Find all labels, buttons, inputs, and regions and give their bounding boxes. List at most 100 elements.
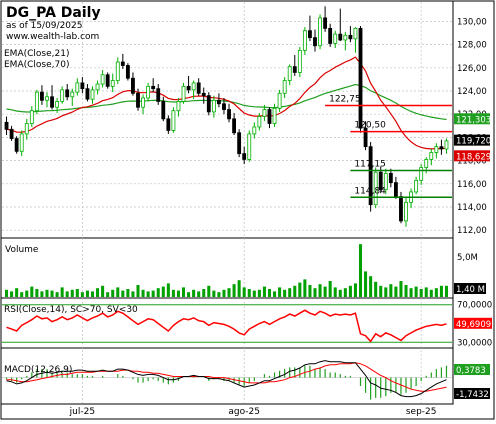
candle-body <box>9 128 14 139</box>
candle-body <box>45 96 49 101</box>
candle-body <box>90 89 95 100</box>
volume-bar <box>267 289 271 297</box>
volume-bar <box>333 287 337 297</box>
volume-bar <box>101 285 105 297</box>
level-label: 117,15 <box>354 159 386 169</box>
candle-body <box>308 30 312 39</box>
macd-series <box>2 360 452 400</box>
grid-lines <box>2 2 452 403</box>
volume-bar <box>161 286 165 297</box>
volume-bar <box>90 291 95 297</box>
volume-bar <box>80 292 84 297</box>
candle-body <box>383 172 388 191</box>
price-tick-label: 128,00 <box>457 41 487 51</box>
axis-labels: jul-25 ago-25 sep-25 112,00 114,00 116,00 118,… <box>69 17 492 417</box>
candle-body <box>297 50 302 73</box>
price-tick-label: 112,00 <box>457 226 487 236</box>
candle-body <box>125 65 130 79</box>
macd-badge-label: -1,7432 <box>456 390 489 400</box>
volume-badge-label: 1,40 M <box>456 285 485 295</box>
volume-bar <box>192 289 196 297</box>
volume-bar <box>252 290 256 297</box>
candle-body <box>262 109 267 117</box>
candle-body <box>287 66 292 81</box>
volume-badge <box>454 283 486 294</box>
volume-bar <box>75 289 79 297</box>
candle-body <box>14 138 19 152</box>
volume-bar <box>247 289 251 297</box>
candle-body <box>105 74 110 87</box>
candle-body <box>141 97 145 108</box>
candle-body <box>4 121 9 130</box>
x-tick-label: sep-25 <box>406 407 437 417</box>
price-badge <box>454 150 490 162</box>
candle-body <box>292 66 297 73</box>
candle-body <box>196 82 201 94</box>
volume-bar <box>227 288 231 297</box>
candle-body <box>419 167 424 181</box>
volume-bar <box>96 288 100 297</box>
candle-body <box>40 91 44 101</box>
candle-body <box>161 101 166 120</box>
volume-bar <box>70 289 74 297</box>
volume-bar <box>348 285 352 297</box>
candle-body <box>378 171 383 190</box>
volume-series <box>5 244 448 297</box>
volume-bar <box>232 284 236 297</box>
macd-line <box>6 360 447 398</box>
volume-bar <box>171 289 175 297</box>
candle-body <box>131 77 135 94</box>
volume-bar <box>313 288 317 297</box>
candle-body <box>348 34 353 40</box>
candle-body <box>358 27 363 129</box>
macd-badge-label: 0,3783 <box>456 366 486 376</box>
price-tick-label: 124,00 <box>457 87 487 97</box>
volume-bar <box>20 292 24 297</box>
candle-body <box>120 61 125 66</box>
volume-bar <box>182 287 186 297</box>
chart-date: as of 15/09/2025 <box>6 21 82 31</box>
volume-bar <box>394 286 398 297</box>
volume-bar <box>434 288 438 297</box>
volume-bar <box>207 285 211 297</box>
macd-signal-line <box>6 362 447 392</box>
candle-body <box>191 82 196 91</box>
volume-bar <box>50 290 54 297</box>
candle-body <box>373 171 378 206</box>
volume-bar <box>25 290 29 297</box>
candle-body <box>313 37 317 47</box>
candle-body <box>333 33 338 44</box>
volume-bar <box>156 288 160 297</box>
candle-body <box>227 109 231 120</box>
candle-body <box>267 109 272 124</box>
website-label: www.wealth-lab.com <box>6 32 99 42</box>
candle-body <box>156 88 161 102</box>
rsi-badge-label: 49,6909 <box>456 320 491 330</box>
candle-body <box>414 179 419 193</box>
candle-body <box>237 132 242 155</box>
candle-body <box>399 196 403 222</box>
price-tick-label: 126,00 <box>457 64 487 74</box>
candle-body <box>171 110 176 131</box>
ema-fast-label: EMA(Close,21) <box>4 49 69 59</box>
candle-body <box>363 127 368 148</box>
candle-body <box>201 92 206 97</box>
volume-bar <box>364 271 368 297</box>
volume-bar <box>293 285 297 297</box>
rsi-series <box>2 304 452 343</box>
volume-bar <box>328 281 332 297</box>
volume-bar <box>5 289 9 297</box>
price-tick-label: 116,00 <box>457 180 487 190</box>
chart-title: DG_PA Daily <box>6 5 101 21</box>
candle-body <box>85 88 90 100</box>
volume-bar <box>242 287 246 297</box>
candle-body <box>19 133 24 152</box>
volume-bar <box>10 291 14 297</box>
macd-badge <box>454 388 490 399</box>
volume-bar <box>146 291 150 297</box>
volume-bar <box>222 289 226 297</box>
candle-body <box>434 146 439 153</box>
price-badge <box>454 113 490 125</box>
volume-bar <box>187 292 191 297</box>
